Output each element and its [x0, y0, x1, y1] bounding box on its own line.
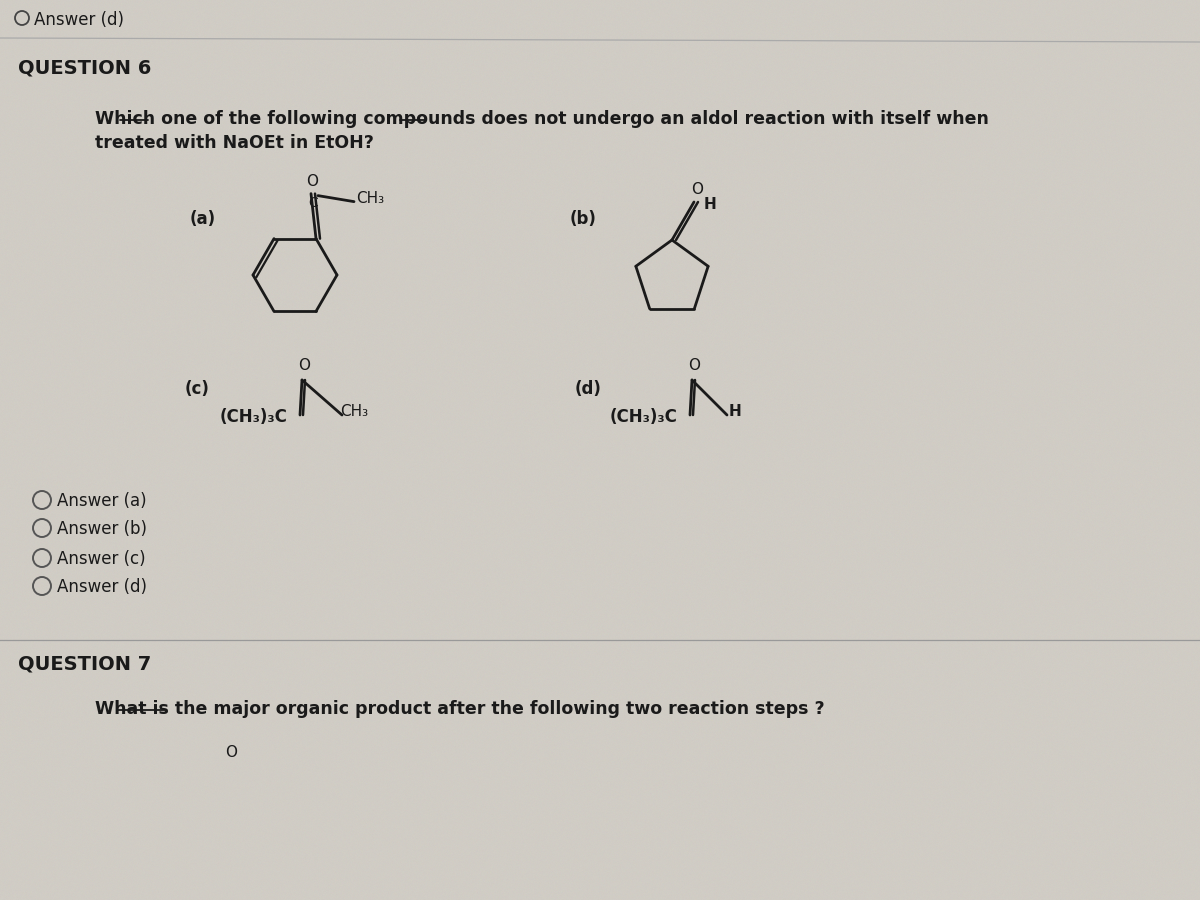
Text: (b): (b)	[570, 210, 596, 228]
Text: H: H	[704, 197, 716, 212]
Text: QUESTION 7: QUESTION 7	[18, 655, 151, 674]
Text: O: O	[306, 174, 318, 189]
Text: O: O	[688, 358, 700, 373]
Text: H: H	[730, 404, 742, 419]
Text: (a): (a)	[190, 210, 216, 228]
Text: (CH₃)₃C: (CH₃)₃C	[220, 408, 288, 426]
Text: C: C	[308, 195, 318, 210]
Text: O: O	[691, 182, 703, 197]
Text: Answer (b): Answer (b)	[58, 520, 148, 538]
Text: QUESTION 6: QUESTION 6	[18, 58, 151, 77]
Text: Answer (a): Answer (a)	[58, 492, 146, 510]
Text: (CH₃)₃C: (CH₃)₃C	[610, 408, 678, 426]
Text: Which one of the following compounds does not undergo an aldol reaction with its: Which one of the following compounds doe…	[95, 110, 989, 128]
Text: (d): (d)	[575, 380, 602, 398]
Text: Answer (c): Answer (c)	[58, 550, 145, 568]
Text: O: O	[298, 358, 310, 373]
Text: (c): (c)	[185, 380, 210, 398]
Text: CH₃: CH₃	[356, 191, 384, 205]
Text: Answer (d): Answer (d)	[34, 11, 124, 29]
Text: treated with NaOEt in EtOH?: treated with NaOEt in EtOH?	[95, 134, 374, 152]
Text: CH₃: CH₃	[340, 404, 368, 419]
Text: Answer (d): Answer (d)	[58, 578, 148, 596]
Text: What is the major organic product after the following two reaction steps ?: What is the major organic product after …	[95, 700, 824, 718]
Text: O: O	[226, 745, 238, 760]
